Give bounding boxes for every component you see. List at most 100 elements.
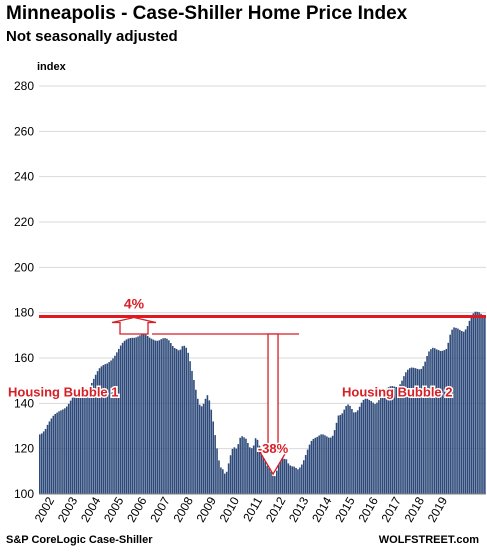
bar — [100, 366, 103, 494]
bar — [399, 384, 401, 494]
bar — [237, 444, 240, 494]
bar — [231, 448, 234, 494]
bar — [368, 399, 371, 494]
bar — [177, 350, 180, 494]
x-axis-ticks: 2002200320042005200620072008200920102011… — [32, 493, 486, 525]
bar — [85, 389, 87, 494]
bar — [270, 471, 272, 494]
bar — [183, 345, 186, 494]
bar — [405, 372, 407, 494]
bar — [478, 312, 480, 494]
bar — [98, 368, 101, 494]
bar — [345, 406, 347, 494]
bar — [385, 388, 388, 494]
bar — [185, 347, 188, 494]
chart-title: Minneapolis - Case-Shiller Home Price In… — [6, 3, 408, 24]
y-tick-label: 100 — [14, 487, 34, 501]
y-tick-label: 220 — [14, 215, 34, 229]
bar — [484, 316, 486, 494]
bar — [44, 428, 47, 494]
bar — [81, 390, 83, 494]
bar — [112, 358, 114, 494]
bubble-1-label: Housing Bubble 1 — [8, 385, 119, 400]
bar — [412, 367, 415, 494]
bar — [268, 467, 270, 494]
decline-arrow — [258, 333, 288, 476]
y-tick-label: 280 — [14, 79, 34, 93]
increase-label: 4% — [124, 296, 145, 312]
bar — [202, 403, 205, 494]
bar — [135, 337, 137, 494]
bar — [144, 334, 147, 494]
bar — [156, 340, 159, 494]
bar — [79, 391, 82, 494]
bar — [451, 329, 453, 494]
bar — [397, 386, 399, 494]
bar — [291, 466, 293, 494]
bar — [299, 467, 301, 494]
bar — [168, 340, 170, 494]
x-tick-label: 2012 — [263, 494, 289, 524]
bar — [275, 470, 278, 494]
bar — [418, 369, 421, 494]
bar — [150, 338, 153, 494]
bar — [326, 436, 328, 494]
bar — [430, 349, 432, 494]
bar — [173, 348, 176, 494]
bar — [252, 445, 255, 494]
bar — [424, 361, 426, 494]
bar — [387, 387, 390, 494]
bar — [351, 409, 353, 494]
bar — [380, 397, 382, 494]
bar — [218, 460, 220, 494]
bar — [289, 465, 292, 494]
bar — [362, 399, 365, 494]
bar — [339, 414, 342, 494]
bar — [249, 447, 251, 494]
bar — [335, 422, 338, 494]
bar — [106, 363, 109, 494]
bar — [223, 473, 226, 494]
x-tick-label: 2019 — [425, 494, 451, 524]
bar — [241, 436, 243, 494]
bar — [200, 406, 203, 494]
bar — [146, 336, 149, 494]
bar — [310, 440, 313, 494]
bar — [229, 455, 232, 494]
bar — [96, 371, 99, 494]
bar — [245, 438, 247, 494]
y-tick-label: 240 — [14, 170, 34, 184]
bar — [250, 448, 253, 494]
bar — [320, 434, 322, 494]
y-tick-label: 180 — [14, 306, 34, 320]
bar — [428, 351, 430, 494]
bar — [62, 409, 64, 494]
bar — [191, 370, 193, 494]
bar — [297, 469, 299, 494]
bar — [356, 410, 359, 494]
bar — [69, 400, 72, 494]
bar — [40, 433, 43, 494]
bar — [220, 467, 222, 494]
bar — [372, 402, 374, 494]
bar — [393, 386, 396, 494]
bar — [474, 311, 477, 494]
bar — [285, 459, 288, 494]
bar — [449, 334, 451, 494]
brand-logo-text: WOLFSTREET.com — [378, 534, 479, 546]
x-tick-label: 2007 — [147, 494, 173, 524]
bar — [395, 387, 398, 494]
bar — [328, 437, 330, 494]
bar — [426, 355, 428, 494]
bar — [376, 402, 378, 494]
bar — [216, 448, 218, 494]
bar — [472, 313, 475, 494]
bar — [208, 400, 211, 494]
bar — [408, 368, 411, 494]
bar — [152, 339, 155, 494]
bar — [235, 448, 238, 494]
bar — [181, 346, 184, 494]
bar — [119, 345, 122, 494]
bar — [139, 335, 141, 494]
bar — [378, 400, 380, 494]
